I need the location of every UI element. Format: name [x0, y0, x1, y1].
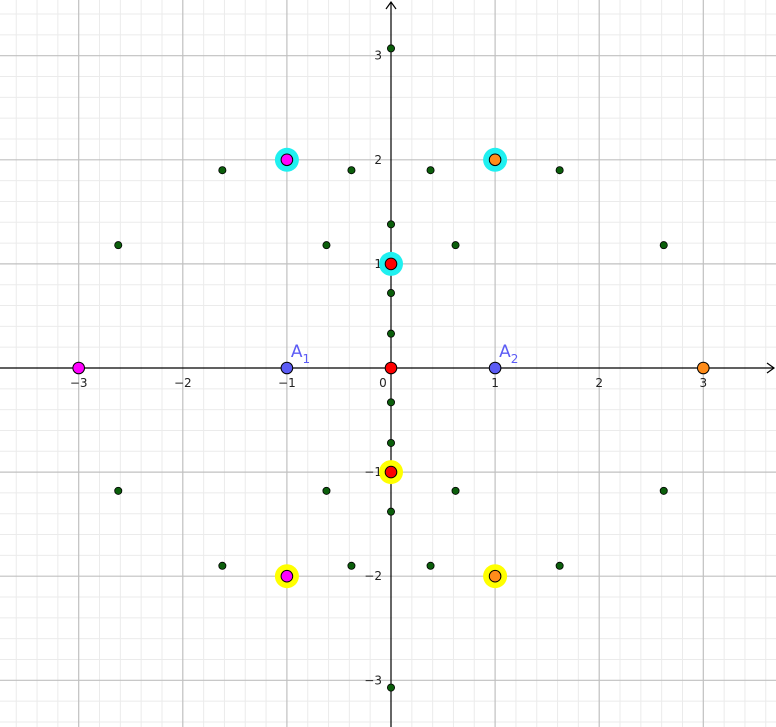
- x-tick-label: −2: [174, 376, 192, 390]
- colored-point[interactable]: [384, 257, 398, 271]
- labeled-point[interactable]: [280, 361, 294, 375]
- small-point[interactable]: [659, 241, 668, 250]
- x-axis-arrow: [766, 362, 776, 374]
- small-point[interactable]: [426, 166, 435, 175]
- small-point[interactable]: [659, 486, 668, 495]
- small-point[interactable]: [322, 486, 331, 495]
- colored-point[interactable]: [488, 153, 502, 167]
- y-tick-label: −1: [364, 465, 382, 479]
- x-tick-label: 3: [699, 376, 707, 390]
- point-label: A2: [499, 342, 518, 366]
- small-point[interactable]: [451, 241, 460, 250]
- y-tick-label: 2: [374, 153, 382, 167]
- colored-point[interactable]: [72, 361, 85, 375]
- small-point[interactable]: [386, 398, 395, 407]
- small-point[interactable]: [386, 44, 395, 53]
- small-point[interactable]: [386, 683, 395, 692]
- small-point[interactable]: [114, 486, 123, 495]
- small-point[interactable]: [426, 561, 435, 570]
- small-point[interactable]: [451, 486, 460, 495]
- x-tick-label: 2: [595, 376, 603, 390]
- small-point[interactable]: [386, 507, 395, 516]
- y-tick-label: −2: [364, 569, 382, 583]
- small-point[interactable]: [322, 241, 331, 250]
- small-point[interactable]: [347, 561, 356, 570]
- small-point[interactable]: [218, 166, 227, 175]
- colored-point[interactable]: [384, 361, 398, 375]
- x-tick-label: −3: [70, 376, 88, 390]
- small-point[interactable]: [386, 329, 395, 338]
- colored-point[interactable]: [384, 465, 398, 479]
- colored-point[interactable]: [280, 569, 294, 583]
- y-tick-label: 1: [374, 257, 382, 271]
- y-axis-arrow: [385, 0, 397, 10]
- small-point[interactable]: [386, 220, 395, 229]
- small-point[interactable]: [555, 166, 564, 175]
- labeled-point[interactable]: [488, 361, 502, 375]
- x-tick-label: −1: [278, 376, 296, 390]
- tick-labels: −3 −2 −1 0 1 2 3 3 2 1 −1 −2 −3: [70, 49, 707, 688]
- small-point[interactable]: [386, 438, 395, 447]
- small-point[interactable]: [218, 561, 227, 570]
- small-point[interactable]: [555, 561, 564, 570]
- point-label: A1: [291, 342, 310, 366]
- points: A1 A2: [72, 44, 710, 692]
- colored-point[interactable]: [488, 569, 502, 583]
- small-point[interactable]: [386, 289, 395, 298]
- x-tick-label: 0: [379, 376, 387, 390]
- small-point[interactable]: [114, 241, 123, 250]
- small-point[interactable]: [347, 166, 356, 175]
- x-tick-label: 1: [491, 376, 499, 390]
- y-tick-label: 3: [374, 49, 382, 63]
- colored-point[interactable]: [697, 361, 710, 375]
- colored-point[interactable]: [280, 153, 294, 167]
- y-tick-label: −3: [364, 673, 382, 687]
